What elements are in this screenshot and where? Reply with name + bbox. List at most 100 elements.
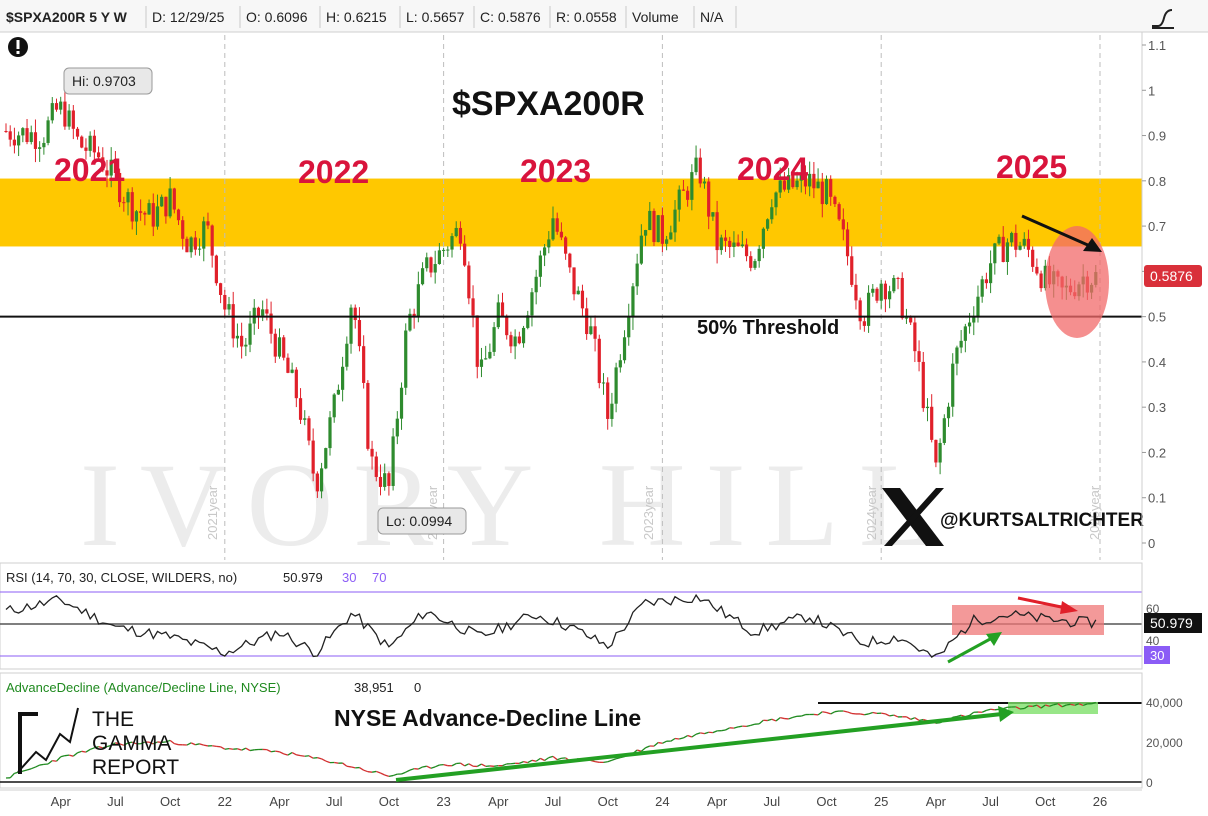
ad-segment: [687, 734, 693, 738]
candle-body: [458, 227, 463, 244]
logo-the: THE: [92, 708, 134, 731]
candle-body: [795, 180, 799, 188]
candle-body: [643, 230, 648, 236]
candle-body: [269, 313, 273, 334]
ad-segment: [418, 766, 423, 770]
candle-body: [774, 192, 778, 208]
chart-style-icon[interactable]: [1148, 4, 1176, 30]
candle-body: [240, 335, 244, 347]
candle-body: [904, 317, 909, 319]
candle-body: [972, 316, 976, 323]
ad-segment: [1091, 701, 1096, 705]
ad-segment: [1023, 705, 1029, 710]
candle-body: [218, 283, 223, 295]
ad-segment: [212, 745, 217, 748]
ad-segment: [169, 739, 175, 745]
rsi-label[interactable]: RSI (14, 70, 30, CLOSE, WILDERS, no): [6, 570, 237, 585]
ad-segment: [165, 739, 171, 743]
candle-body: [227, 304, 231, 310]
ad-segment: [451, 762, 457, 767]
alert-icon[interactable]: [8, 37, 28, 57]
rsi-red-arrow: [1017, 596, 1078, 614]
ad-segment: [106, 744, 112, 748]
ad-segment: [468, 763, 474, 767]
hi-callout: Hi: 0.9703: [63, 67, 153, 95]
candle-body: [517, 336, 521, 344]
ad-segment: [89, 747, 95, 751]
ad-segment: [691, 733, 697, 738]
candle-body: [1026, 238, 1031, 250]
candle-body: [635, 263, 639, 287]
ad-tick-0: 0: [1146, 776, 1153, 790]
ad-segment: [738, 725, 743, 728]
ad-segment: [434, 764, 440, 768]
candle-body: [315, 473, 319, 492]
candle-body: [450, 236, 454, 250]
candle-body: [42, 142, 46, 148]
y-tick-label: 1.1: [1148, 38, 1166, 53]
ad-segment: [780, 717, 785, 720]
candle-body: [622, 337, 627, 361]
ad-segment: [81, 750, 87, 753]
candle-body: [782, 180, 787, 190]
candle-body: [80, 136, 84, 148]
ad-segment: [245, 747, 251, 752]
ad-green-arrow: [395, 706, 1014, 782]
ad-segment: [249, 749, 255, 752]
symbol-label[interactable]: $SPXA200R 5 Y W: [6, 9, 128, 25]
candle-body: [715, 212, 719, 251]
candle-body: [319, 468, 324, 492]
candle-body: [160, 196, 164, 207]
candle-body: [113, 159, 117, 173]
candle-body: [248, 323, 252, 345]
candle-body: [437, 250, 441, 265]
candle-body: [265, 309, 269, 314]
ad-segment: [548, 755, 554, 759]
candle-body: [172, 188, 176, 210]
candle-body: [345, 343, 349, 367]
ad-segment: [380, 772, 385, 776]
ad-segment: [544, 757, 550, 762]
threshold-label: 50% Threshold: [697, 317, 839, 339]
candle-body: [33, 132, 38, 149]
high-value: H: 0.6215: [326, 9, 387, 25]
candle-body: [728, 240, 732, 247]
candle-body: [332, 394, 336, 418]
ad-segment: [359, 767, 364, 771]
candle-body: [1039, 273, 1043, 289]
ad-segment: [822, 711, 827, 714]
candle-body: [1018, 245, 1022, 250]
y-tick-label: 0.4: [1148, 355, 1166, 370]
candle-body: [593, 326, 597, 339]
candle-body: [362, 346, 366, 383]
candle-body: [757, 248, 761, 262]
candle-body: [336, 389, 341, 395]
lo-callout: Lo: 0.0994: [377, 507, 467, 535]
ad-segment: [481, 763, 486, 767]
ad-segment: [77, 750, 82, 754]
candle-body: [576, 290, 580, 295]
candle-body: [67, 110, 71, 127]
ad-segment: [31, 766, 36, 770]
ad-segment: [401, 771, 406, 775]
rsi-highlight-box: [952, 605, 1104, 635]
candle-body: [1035, 266, 1039, 274]
ad-zero: 0: [414, 680, 421, 695]
candle-body: [803, 174, 808, 187]
candle-body: [572, 267, 576, 295]
candle-body: [286, 357, 290, 373]
ad-label[interactable]: AdvanceDecline (Advance/Decline Line, NY…: [6, 680, 281, 695]
ad-segment: [881, 712, 886, 715]
ad-segment: [152, 741, 158, 745]
watermark-year-2021: 2021year: [205, 485, 220, 540]
candle-body: [761, 228, 765, 249]
candle-body: [871, 288, 875, 293]
candle-body: [934, 439, 938, 463]
ad-segment: [430, 766, 436, 769]
candle-body: [425, 257, 429, 269]
candle-body: [488, 351, 492, 359]
candle-body: [673, 209, 677, 233]
y-tick-label: 0.1: [1148, 491, 1166, 506]
candle-body: [862, 321, 866, 326]
ad-segment: [460, 762, 465, 767]
